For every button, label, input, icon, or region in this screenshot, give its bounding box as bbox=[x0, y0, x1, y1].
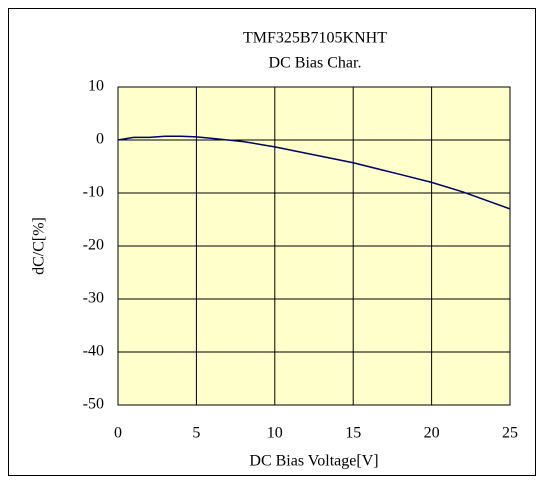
y-tick-label: -10 bbox=[83, 184, 104, 201]
chart-subtitle: DC Bias Char. bbox=[269, 55, 362, 72]
chart-title: TMF325B7105KNHT bbox=[243, 30, 387, 47]
y-tick-label: -40 bbox=[83, 343, 104, 360]
x-tick-label: 25 bbox=[502, 425, 518, 442]
x-axis-label: DC Bias Voltage[V] bbox=[249, 453, 378, 470]
x-tick-label: 5 bbox=[192, 425, 200, 442]
x-tick-label: 15 bbox=[345, 425, 361, 442]
y-tick-label: 10 bbox=[88, 78, 104, 95]
x-tick-label: 20 bbox=[424, 425, 440, 442]
plot-border bbox=[117, 86, 511, 406]
x-tick-label: 0 bbox=[114, 425, 122, 442]
x-tick-label: 10 bbox=[267, 425, 283, 442]
y-tick-label: -30 bbox=[83, 290, 104, 307]
y-tick-label: 0 bbox=[96, 131, 104, 148]
y-axis-label: dC/C[%] bbox=[31, 217, 48, 275]
y-tick-label: -20 bbox=[83, 237, 104, 254]
data-line bbox=[117, 135, 511, 210]
y-tick-label: -50 bbox=[83, 396, 104, 413]
